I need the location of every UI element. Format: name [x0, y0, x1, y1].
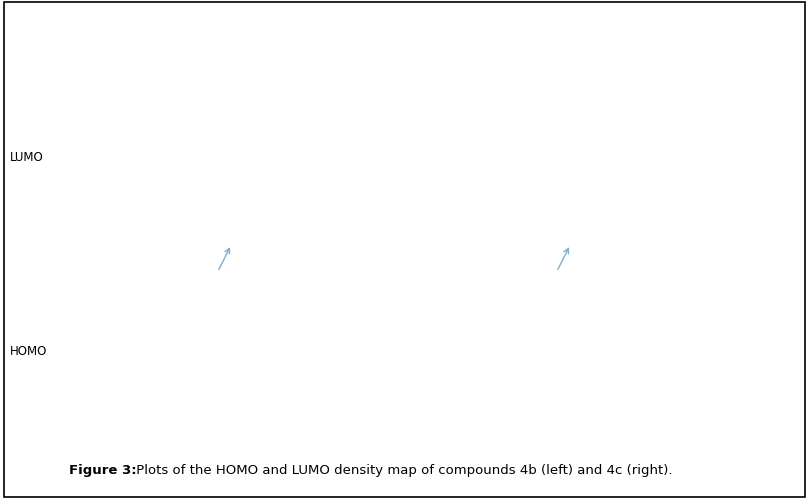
- Text: Figure 3:: Figure 3:: [69, 464, 137, 477]
- Text: LUMO: LUMO: [10, 151, 44, 164]
- Text: HOMO: HOMO: [10, 345, 47, 358]
- Text: Plots of the HOMO and LUMO density map of compounds 4b (left) and 4c (right).: Plots of the HOMO and LUMO density map o…: [132, 464, 672, 477]
